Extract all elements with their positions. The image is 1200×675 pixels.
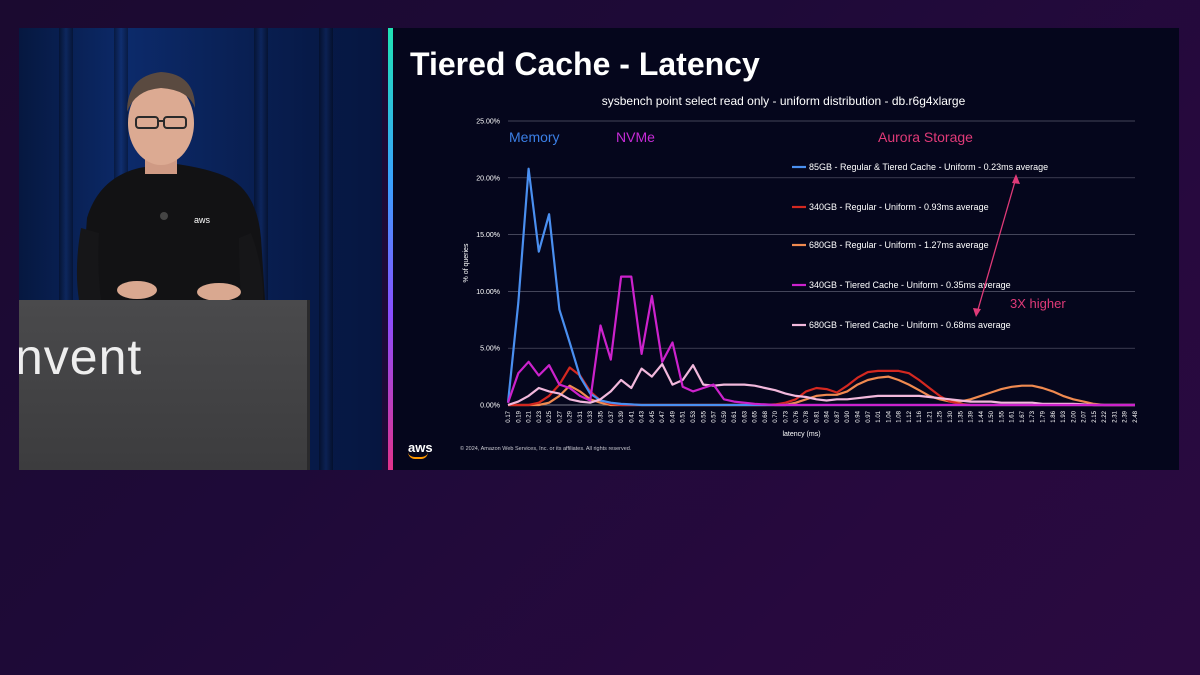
arrow-head-icon <box>1012 174 1020 184</box>
x-tick-label: 2.22 <box>1102 410 1108 422</box>
x-tick-label: 0.81 <box>814 410 820 422</box>
legend-label: 680GB - Tiered Cache - Uniform - 0.68ms … <box>809 320 1011 330</box>
x-tick-label: 1.12 <box>907 410 913 422</box>
x-tick-label: 0.63 <box>742 410 748 422</box>
x-tick-label: 0.57 <box>712 410 718 422</box>
x-tick-label: 0.27 <box>557 410 563 422</box>
region-label-memory: Memory <box>509 129 560 145</box>
x-tick-label: 0.23 <box>537 410 543 422</box>
y-tick-label: 25.00% <box>476 119 500 126</box>
x-tick-label: 0.37 <box>609 410 615 422</box>
x-tick-label: 0.97 <box>866 410 872 422</box>
x-tick-label: 1.79 <box>1040 410 1046 422</box>
x-tick-label: 0.70 <box>773 410 779 422</box>
presentation-slide: Tiered Cache - Latency sysbench point se… <box>388 28 1179 470</box>
x-tick-label: 0.45 <box>650 410 656 422</box>
x-tick-label: 0.43 <box>640 410 646 422</box>
annotation-arrow-line <box>976 177 1017 314</box>
x-tick-label: 0.53 <box>691 410 697 422</box>
x-tick-label: 0.78 <box>804 410 810 422</box>
x-tick-label: 2.15 <box>1092 410 1098 422</box>
y-tick-label: 5.00% <box>480 346 500 353</box>
slide-accent-bar <box>388 28 393 470</box>
x-tick-label: 0.68 <box>763 410 769 422</box>
x-tick-label: 1.67 <box>1020 410 1026 422</box>
x-tick-label: 1.04 <box>886 410 892 422</box>
x-tick-label: 1.61 <box>1010 410 1016 422</box>
legend-label: 85GB - Regular & Tiered Cache - Uniform … <box>809 162 1048 172</box>
x-tick-label: 0.49 <box>670 410 676 422</box>
annotation-3x-higher: 3X higher <box>1010 296 1066 311</box>
curtain-fold <box>319 28 333 470</box>
x-tick-label: 1.21 <box>927 410 933 422</box>
x-tick-label: 0.61 <box>732 410 738 422</box>
series-line <box>506 275 1135 407</box>
x-tick-label: 2.07 <box>1082 410 1088 422</box>
x-tick-label: 1.35 <box>958 410 964 422</box>
x-tick-label: 0.41 <box>629 410 635 422</box>
aws-smile-icon <box>408 452 428 459</box>
region-label-aurora: Aurora Storage <box>878 129 973 145</box>
region-label-nvme: NVMe <box>616 129 655 145</box>
podium: nvent <box>19 300 310 470</box>
x-tick-label: 0.51 <box>681 410 687 422</box>
legend-label: 680GB - Regular - Uniform - 1.27ms avera… <box>809 240 989 250</box>
x-tick-label: 0.21 <box>527 410 533 422</box>
legend-label: 340GB - Tiered Cache - Uniform - 0.35ms … <box>809 280 1011 290</box>
x-tick-label: 1.93 <box>1061 410 1067 422</box>
x-tick-label: 0.47 <box>660 410 666 422</box>
latency-chart: 0.00% 5.00% 10.00% 15.00% 20.00% 25.00% 0.17 0.… <box>463 119 1139 439</box>
slide-title: Tiered Cache - Latency <box>410 46 760 82</box>
x-tick-label: 0.29 <box>568 410 574 422</box>
x-tick-label: 2.48 <box>1133 410 1139 422</box>
series-line <box>507 363 1135 407</box>
x-tick-label: 0.31 <box>578 410 584 422</box>
x-tick-label: 1.25 <box>938 410 944 422</box>
aws-logo-text: aws <box>408 440 433 455</box>
x-tick-label: 0.33 <box>588 410 594 422</box>
y-axis-title: % of queries <box>463 243 470 282</box>
x-tick-label: 0.59 <box>722 410 728 422</box>
x-tick-label: 1.55 <box>999 410 1005 422</box>
x-tick-label: 0.76 <box>794 410 800 422</box>
x-tick-label: 1.73 <box>1030 410 1036 422</box>
chart-title: sysbench point select read only - unifor… <box>601 94 966 108</box>
x-tick-label: 2.31 <box>1112 410 1118 422</box>
legend-label: 340GB - Regular - Uniform - 0.93ms avera… <box>809 202 989 212</box>
x-tick-label: 0.65 <box>753 410 759 422</box>
x-tick-label: 0.25 <box>547 410 553 422</box>
y-tick-label: 20.00% <box>476 175 500 182</box>
x-tick-label: 1.16 <box>917 410 923 422</box>
y-tick-label: 0.00% <box>480 403 500 410</box>
x-tick-label: 0.39 <box>619 410 625 422</box>
x-tick-label: 0.84 <box>825 410 831 422</box>
x-tick-label: 1.50 <box>989 410 995 422</box>
x-tick-label: 0.17 <box>506 410 512 422</box>
y-tick-label: 10.00% <box>476 289 500 296</box>
x-tick-label: 1.08 <box>897 410 903 422</box>
x-tick-label: 1.44 <box>979 410 985 422</box>
x-tick-label: 2.00 <box>1071 410 1077 422</box>
x-tick-label: 0.94 <box>855 410 861 422</box>
x-tick-label: 0.19 <box>516 410 522 422</box>
shirt-logo: aws <box>194 215 211 225</box>
x-tick-label: 2.39 <box>1123 410 1129 422</box>
x-tick-label: 0.87 <box>835 410 841 422</box>
aws-logo: aws <box>408 440 433 459</box>
podium-sign: nvent <box>19 329 143 385</box>
x-tick-label: 1.86 <box>1051 410 1057 422</box>
x-tick-label: 1.01 <box>876 410 882 422</box>
x-tick-label: 0.73 <box>784 410 790 422</box>
x-tick-label: 1.39 <box>969 410 975 422</box>
speaker-figure: aws <box>76 72 265 301</box>
arrow-head-icon <box>973 308 981 317</box>
x-tick-label: 0.35 <box>599 410 605 422</box>
x-tick-label: 0.90 <box>845 410 851 422</box>
x-tick-label: 1.30 <box>948 410 954 422</box>
speaker-video-panel: aws nvent <box>19 28 382 470</box>
copyright-text: © 2024, Amazon Web Services, Inc. or its… <box>460 446 632 452</box>
x-tick-label: 0.55 <box>701 410 707 422</box>
y-tick-label: 15.00% <box>476 232 500 239</box>
x-axis-title: latency (ms) <box>782 431 820 438</box>
